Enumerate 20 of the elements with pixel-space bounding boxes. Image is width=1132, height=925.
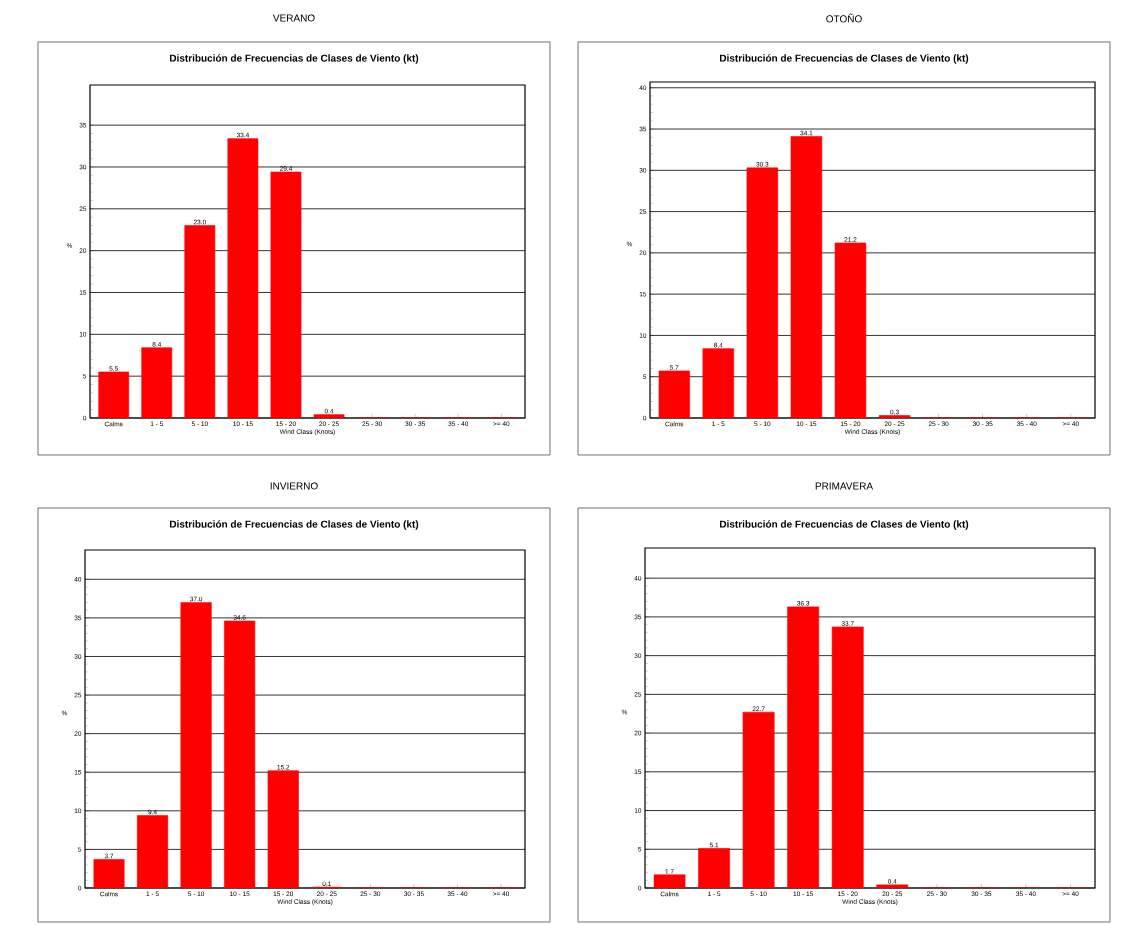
chart-title: OTOÑO xyxy=(826,13,862,23)
bar xyxy=(790,136,823,418)
chart-subtitle: Distribución de Frecuencias de Clases de Viento (kt) xyxy=(170,54,419,64)
bar xyxy=(876,884,909,888)
bar xyxy=(746,167,779,418)
chart-title: VERANO xyxy=(272,14,315,22)
bar xyxy=(658,370,690,418)
chart-title: PRIMAVERA xyxy=(815,482,874,490)
bar xyxy=(702,348,735,418)
bar xyxy=(878,415,911,418)
chart-subtitle: Distribución de Frecuencias de Clases de Viento (kt) xyxy=(720,54,969,64)
chart-subtitle: Distribución de Frecuencias de Clases de Viento (kt) xyxy=(720,520,969,530)
bar xyxy=(742,711,775,888)
bar xyxy=(831,626,864,888)
chart-subtitle: Distribución de Frecuencias de Clases de Viento (kt) xyxy=(170,520,419,530)
bar xyxy=(787,606,820,888)
bar xyxy=(653,874,686,888)
chart-title: INVIERNO xyxy=(270,482,318,490)
bar xyxy=(834,242,867,418)
bar xyxy=(698,848,730,888)
